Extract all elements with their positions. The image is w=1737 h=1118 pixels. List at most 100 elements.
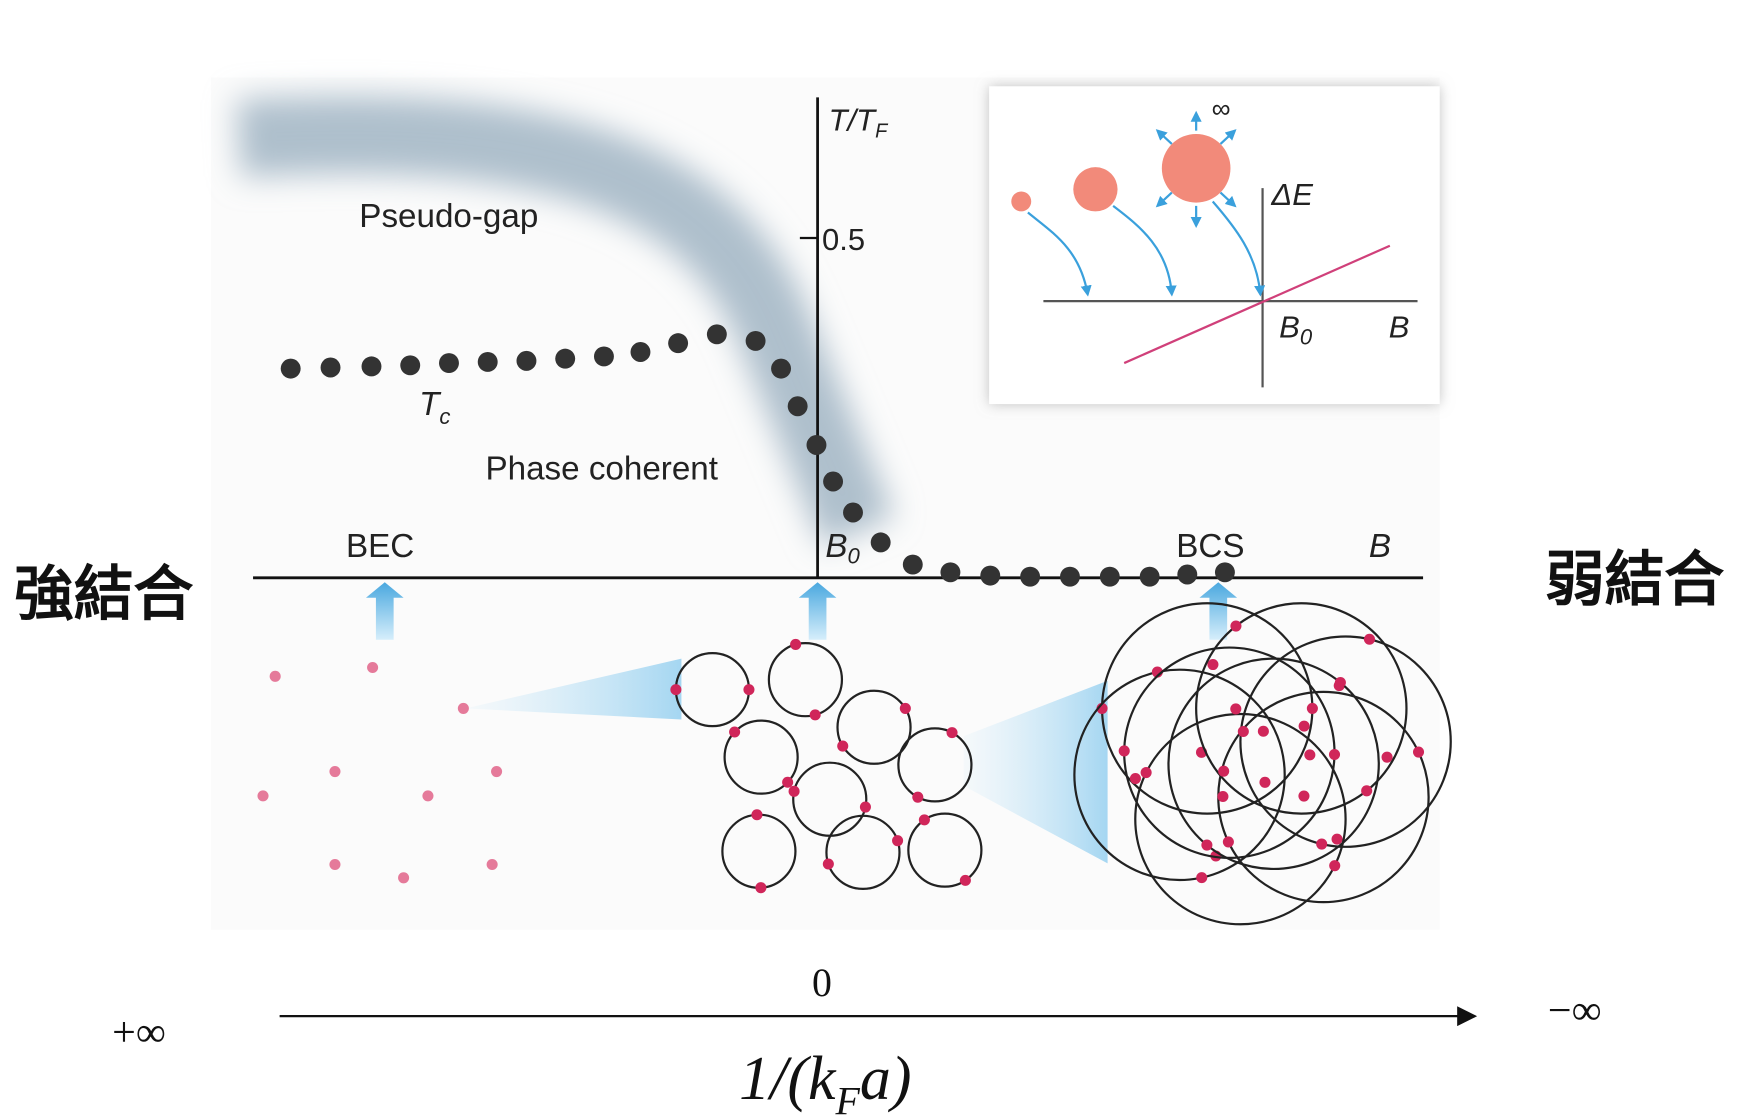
fermion [1298,791,1309,802]
tc-dot [516,351,536,371]
fermion [790,639,801,650]
atom [422,790,433,801]
tc-dot [1020,567,1040,587]
fermion [1361,785,1372,796]
tc-dot [594,346,614,366]
fermion [1223,836,1234,847]
fermion [919,814,930,825]
fermion [1230,621,1241,632]
weak-coupling-label: 弱結合 [1545,546,1725,615]
page: T/TF 0.5 Pseudo-gap Tc Phase coherent BE… [0,0,1737,1118]
pseudo-gap-label: Pseudo-gap [359,198,538,235]
fermion [1304,749,1315,760]
tc-dot [707,324,727,344]
left-end-label: +∞ [112,1010,166,1056]
phase-coherent-label: Phase coherent [486,450,718,487]
fermion [823,858,834,869]
atom [398,872,409,883]
fermion [1119,745,1130,756]
fermion [1238,726,1249,737]
fermion [1307,703,1318,714]
fermion [837,741,848,752]
atom [329,859,340,870]
atom [491,766,502,777]
fermion [1130,773,1141,784]
fermion [1316,839,1327,850]
fermion [1364,634,1375,645]
tc-dot [940,562,960,582]
fermion [1218,766,1229,777]
fermion [1329,860,1340,871]
fermion [729,726,740,737]
inset: ∞ ΔE B0 B [989,86,1440,404]
fermion [892,835,903,846]
tc-dot [871,532,891,552]
delta-e-label: ΔE [1270,177,1313,212]
tc-dot [1177,565,1197,585]
zero-label: 0 [812,960,832,1005]
tc-dot [555,349,575,369]
fermion [1230,703,1241,714]
fermion [755,882,766,893]
fermion [1413,747,1424,758]
fermion [960,875,971,886]
fermion [1201,840,1212,851]
fermion [1196,872,1207,883]
tc-dot [281,359,301,379]
tc-dot [1215,562,1235,582]
molecule [1011,191,1031,211]
fermion [1141,767,1152,778]
tc-dot [843,503,863,523]
infinity-label: ∞ [1212,93,1231,123]
tc-dot [321,358,341,378]
atom [257,790,268,801]
fermion [900,703,911,714]
fermion [670,684,681,695]
tc-dot [439,353,459,373]
molecule [1162,134,1231,203]
fermion [946,727,957,738]
fermion [1258,726,1269,737]
molecule [1073,167,1117,211]
fermion [1335,677,1346,688]
tc-dot [1060,567,1080,587]
inset-panel [989,86,1440,404]
tc-dot [400,355,420,375]
fermion [782,777,793,788]
atom [487,859,498,870]
fermion [1217,791,1228,802]
tc-dot [668,333,688,353]
atom [367,662,378,673]
tc-dot [823,472,843,492]
fermion [1329,749,1340,760]
atom [458,703,469,714]
fermion [1207,659,1218,670]
fermion [751,809,762,820]
tc-dot [631,342,651,362]
right-end-label: −∞ [1548,988,1602,1034]
tc-dot [771,359,791,379]
fermion [789,786,800,797]
fermion [810,709,821,720]
fermion [1332,834,1343,845]
coupling-axis-label: 1/(kFa) [739,1045,911,1118]
fermion [1259,777,1270,788]
tc-dot [1100,567,1120,587]
fermion [1299,721,1310,732]
atom [270,671,281,682]
fermion [1382,752,1393,763]
tc-dot [362,356,382,376]
y-tick-label: 0.5 [822,222,865,257]
bcs-label: BCS [1176,528,1244,565]
tc-dot [746,331,766,351]
tc-dot [1140,567,1160,587]
fermion [860,802,871,813]
tc-dot [807,435,827,455]
tc-dot [903,555,923,575]
tc-dot [980,566,1000,586]
b-label: B [1369,528,1391,565]
strong-coupling-label: 強結合 [14,560,194,629]
fermion [912,792,923,803]
tc-dot [478,352,498,372]
atom [329,766,340,777]
